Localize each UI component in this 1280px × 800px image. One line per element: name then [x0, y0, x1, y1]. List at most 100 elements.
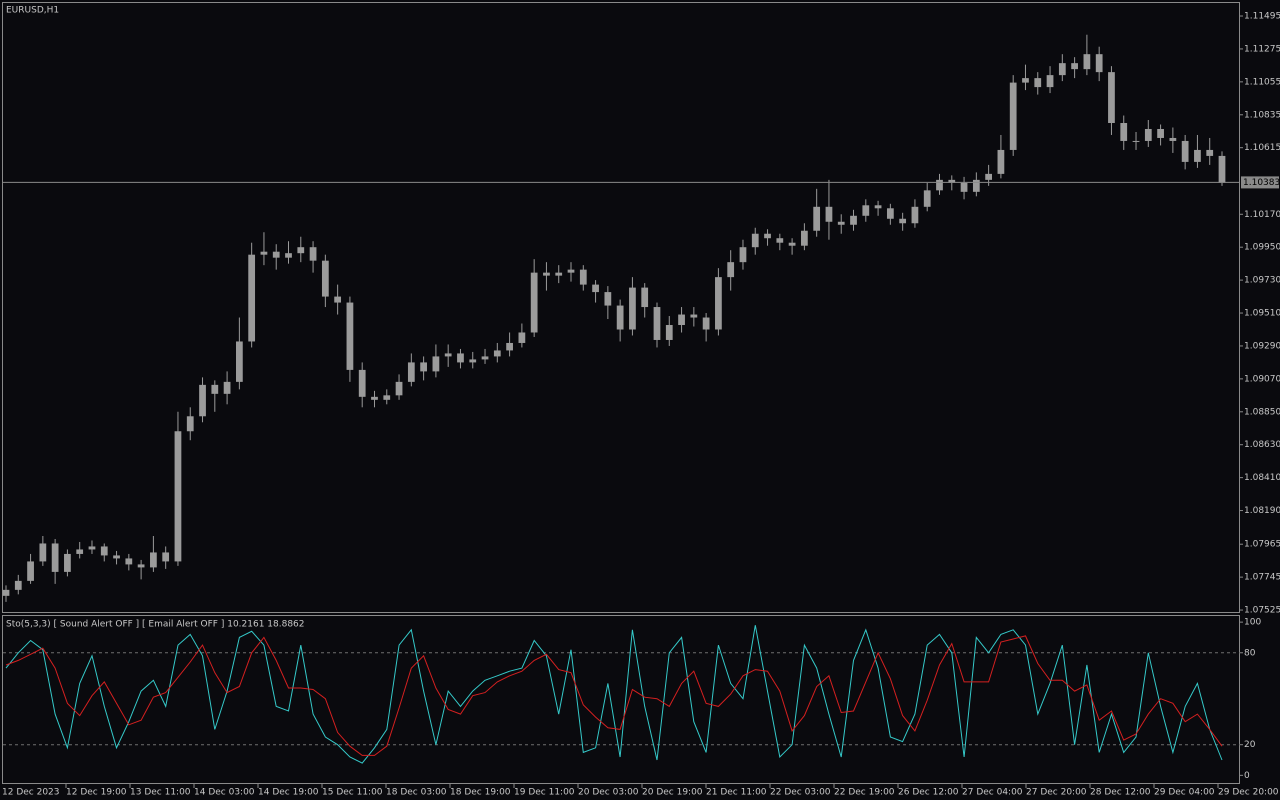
- candle-body: [493, 350, 501, 357]
- candle-body: [997, 149, 1005, 174]
- candle-body: [985, 173, 993, 180]
- y-tick-label: 0: [1244, 771, 1250, 781]
- candle-body: [850, 215, 857, 225]
- candle-body: [702, 317, 710, 330]
- stochastic-line: [5, 635, 1223, 756]
- candle-body: [1009, 82, 1017, 150]
- candle-body: [125, 558, 133, 565]
- candle-body: [653, 307, 661, 340]
- candle-body: [137, 564, 145, 568]
- candle-body: [1181, 140, 1189, 162]
- indicator-panel-frame: [2, 615, 1240, 784]
- y-tick-label: 1.09070: [1244, 374, 1280, 384]
- candle-body: [100, 546, 108, 556]
- candle-body: [923, 190, 931, 207]
- candle-body: [64, 553, 71, 572]
- candle-body: [39, 543, 47, 562]
- x-tick-label: 27 Dec 20:00: [1026, 788, 1087, 798]
- x-tick-label: 18 Dec 19:00: [450, 788, 511, 798]
- candle-body: [383, 395, 391, 400]
- candle-body: [1132, 140, 1140, 142]
- candle-body: [801, 230, 808, 246]
- candle-body: [1095, 54, 1103, 73]
- candle-body: [936, 179, 943, 191]
- candle-body: [518, 332, 526, 343]
- candle-body: [174, 431, 182, 562]
- x-tick-label: 14 Dec 19:00: [258, 788, 319, 798]
- x-tick-label: 12 Dec 19:00: [66, 788, 127, 798]
- candle-body: [457, 353, 464, 363]
- candle-body: [186, 416, 194, 432]
- candle-body: [739, 247, 747, 263]
- candle-body: [1218, 155, 1226, 183]
- candle-body: [1120, 123, 1128, 141]
- candle-body: [886, 208, 894, 219]
- candle-body: [395, 381, 403, 396]
- candle-body: [1058, 63, 1066, 76]
- candle-body: [420, 362, 427, 372]
- candle-body: [321, 260, 329, 297]
- last-price-label: 1.10383: [1243, 178, 1280, 188]
- candle-body: [813, 206, 821, 231]
- y-tick-label: 1.11055: [1244, 77, 1280, 87]
- candle-body: [1108, 72, 1115, 124]
- candle-body: [407, 362, 415, 382]
- candle-body: [358, 369, 366, 397]
- y-tick-label: 80: [1244, 648, 1256, 658]
- y-tick-label: 1.07965: [1244, 540, 1280, 550]
- x-tick-label: 18 Dec 03:00: [386, 788, 447, 798]
- candle-body: [346, 302, 354, 370]
- candle-body: [1046, 75, 1054, 88]
- candle-body: [211, 384, 219, 394]
- x-tick-label: 12 Dec 2023: [2, 788, 60, 798]
- candle-body: [972, 179, 980, 192]
- x-tick-label: 27 Dec 04:00: [962, 788, 1023, 798]
- x-tick-label: 29 Dec 04:00: [1154, 788, 1215, 798]
- candle-body: [1083, 54, 1091, 70]
- candle-body: [530, 272, 538, 333]
- candle-body: [248, 254, 256, 342]
- candle-body: [899, 218, 907, 224]
- candle-body: [444, 353, 452, 357]
- y-tick-label: 1.08630: [1244, 440, 1280, 450]
- y-tick-label: 1.08850: [1244, 407, 1280, 417]
- candle-body: [1157, 128, 1164, 138]
- candle-body: [1194, 149, 1201, 162]
- x-tick-label: 15 Dec 11:00: [322, 788, 383, 798]
- candle-body: [825, 206, 833, 222]
- candle-body: [199, 384, 206, 417]
- y-tick-label: 1.07525: [1244, 606, 1280, 616]
- candle-body: [76, 549, 84, 554]
- candle-body: [960, 182, 968, 192]
- candle-body: [432, 356, 440, 372]
- candle-body: [113, 555, 120, 559]
- y-tick-label: 1.09950: [1244, 243, 1280, 253]
- x-tick-label: 20 Dec 03:00: [578, 788, 639, 798]
- candle-body: [567, 269, 575, 273]
- candle-body: [727, 262, 735, 278]
- y-tick-label: 1.10615: [1244, 143, 1280, 153]
- candle-body: [334, 296, 342, 303]
- candle-body: [297, 247, 305, 254]
- candle-body: [678, 314, 685, 326]
- y-tick-label: 1.09290: [1244, 341, 1280, 351]
- candle-body: [837, 221, 845, 225]
- symbol-title: EURUSD,H1: [6, 6, 59, 16]
- indicator-title: Sto(5,3,3) [ Sound Alert OFF ] [ Email A…: [6, 620, 305, 630]
- y-tick-label: 1.09510: [1244, 309, 1280, 319]
- candle-body: [88, 546, 96, 550]
- candle-body: [260, 251, 268, 255]
- candle-body: [371, 396, 378, 400]
- candle-body: [616, 305, 624, 330]
- candle-body: [162, 552, 170, 562]
- y-tick-label: 1.08190: [1244, 506, 1280, 516]
- x-tick-label: 21 Dec 11:00: [706, 788, 767, 798]
- candle-body: [1206, 149, 1214, 156]
- candle-body: [272, 251, 280, 258]
- candle-body: [1022, 78, 1029, 83]
- last-price-box: [1241, 176, 1279, 189]
- candle-body: [665, 325, 673, 340]
- candle-body: [592, 284, 599, 293]
